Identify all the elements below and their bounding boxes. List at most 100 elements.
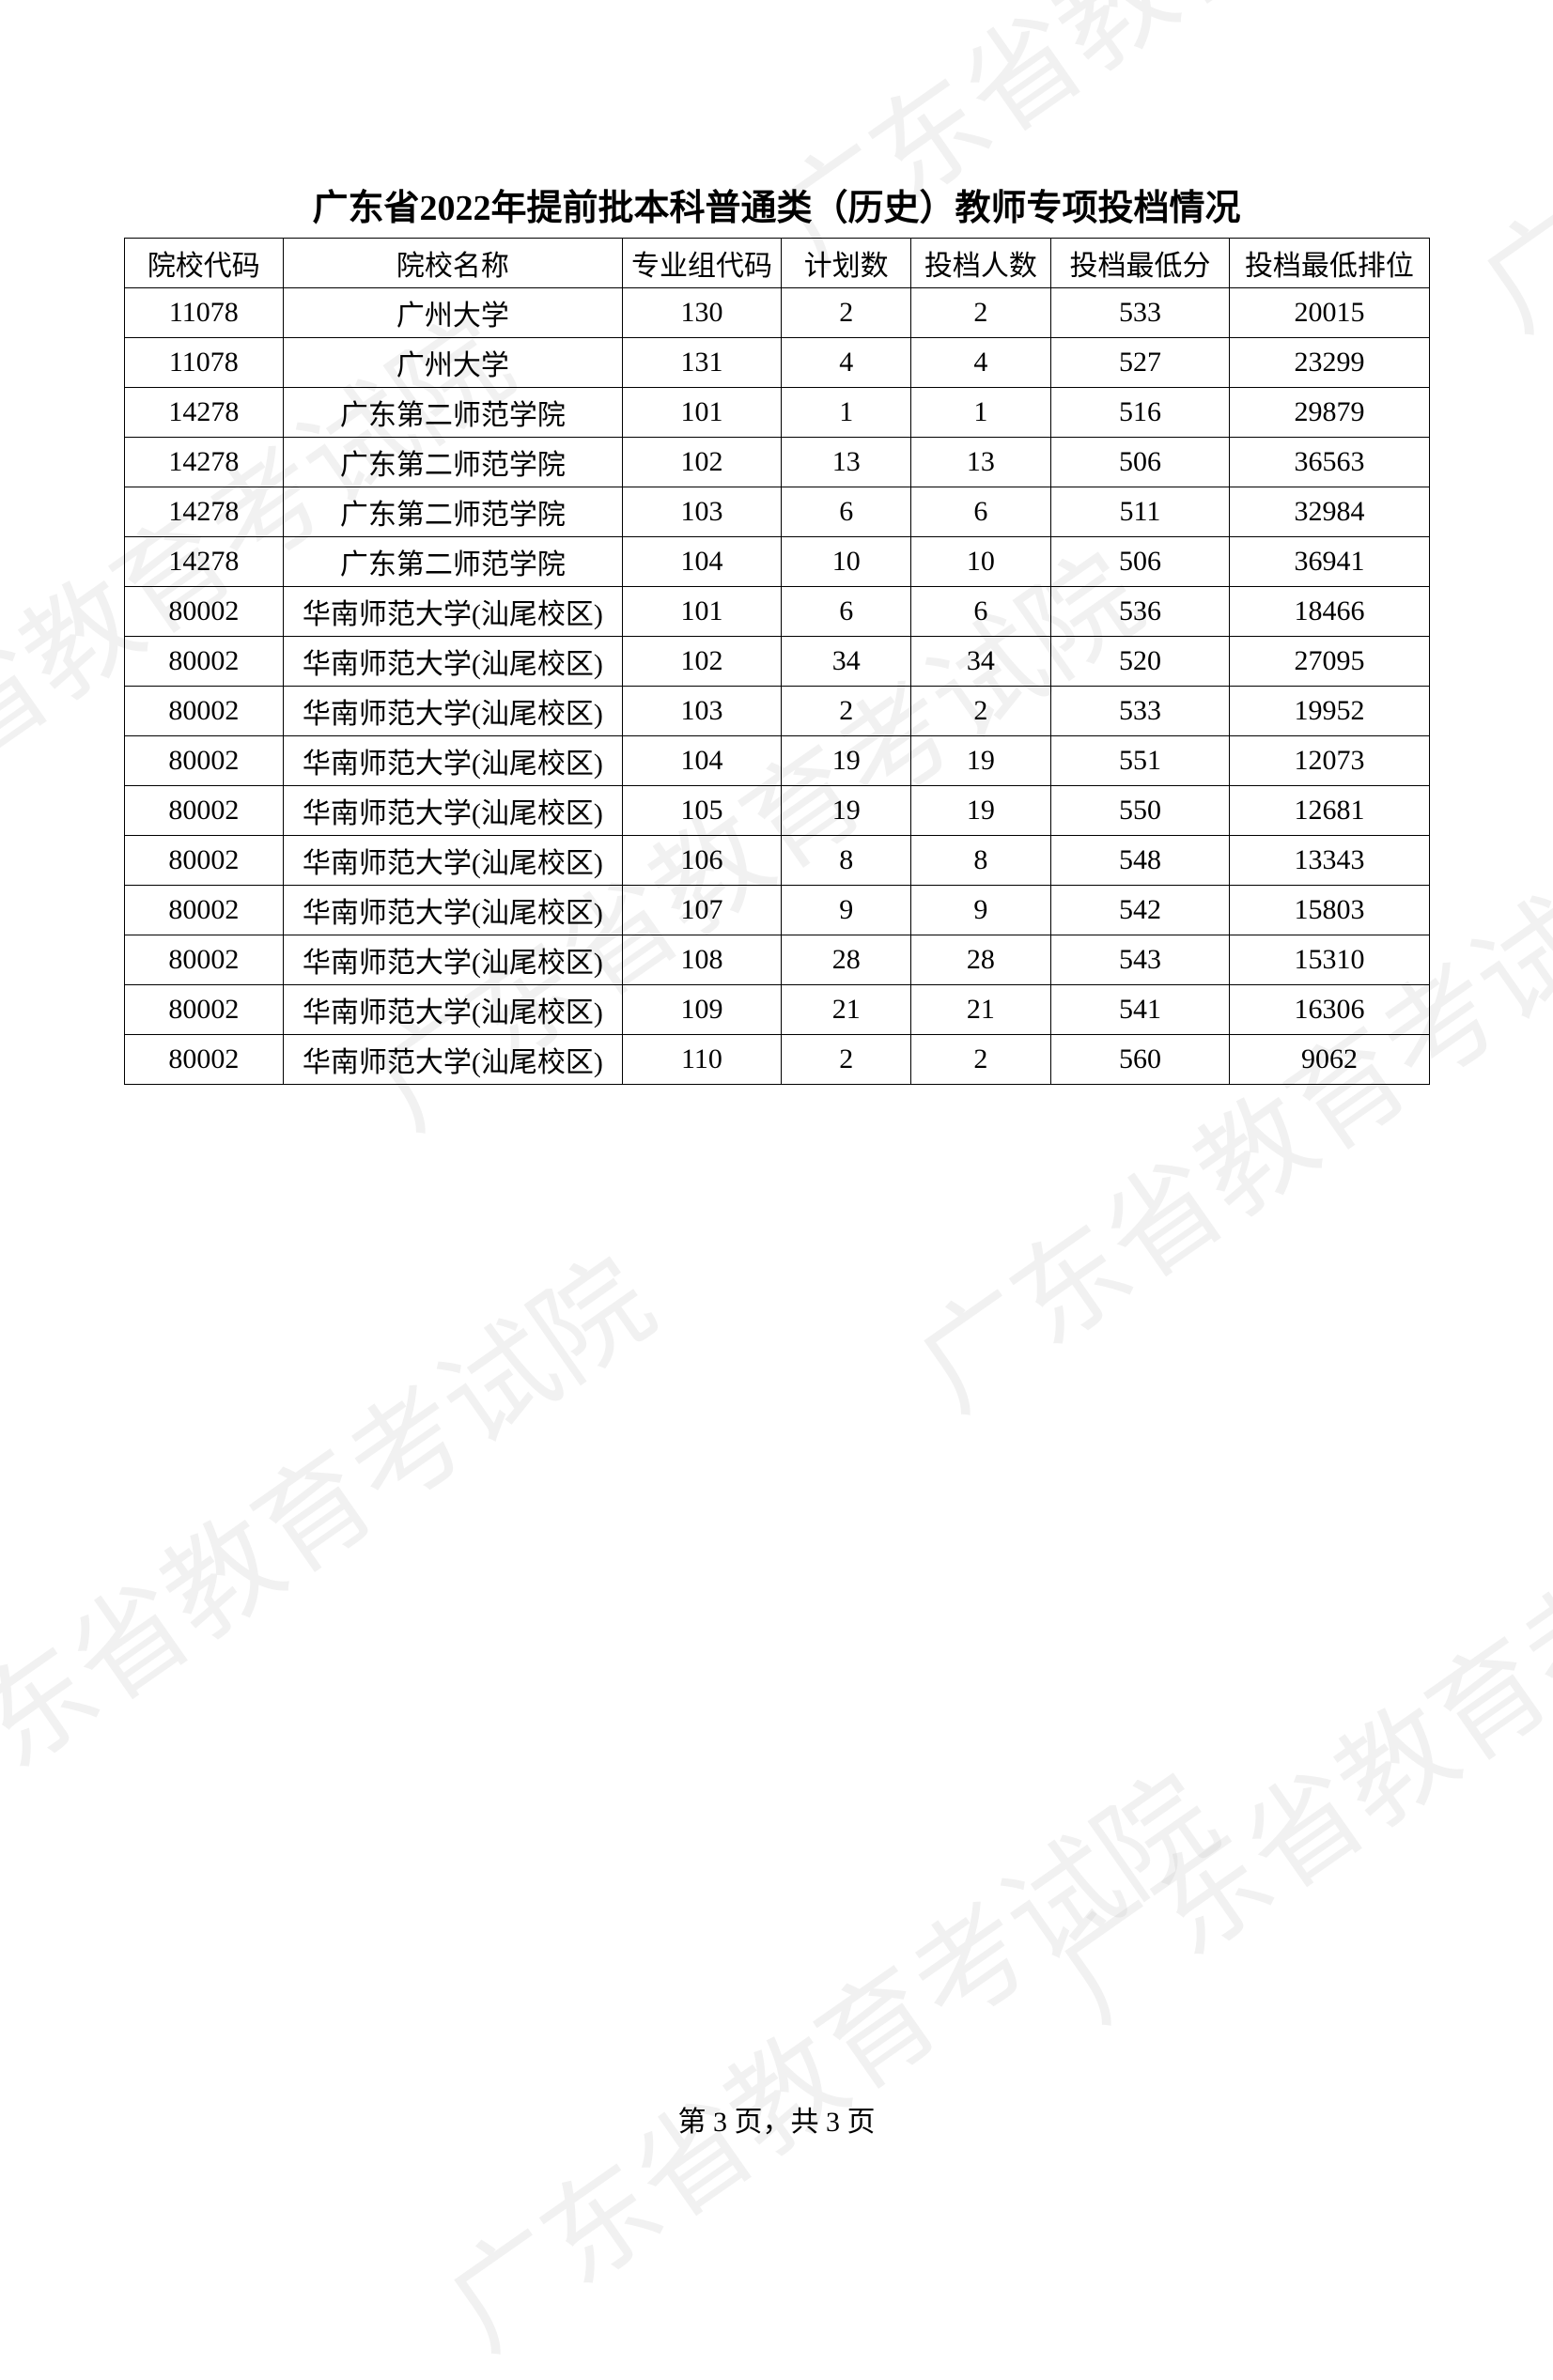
cell-school_code: 14278	[124, 438, 284, 487]
cell-major_group_code: 107	[622, 886, 782, 935]
table-container: 院校代码院校名称专业组代码计划数投档人数投档最低分投档最低排位 11078广州大…	[124, 238, 1430, 1085]
cell-min_score: 511	[1050, 487, 1230, 537]
cell-major_group_code: 105	[622, 786, 782, 836]
cell-school_name: 华南师范大学(汕尾校区)	[284, 1035, 623, 1085]
cell-school_code: 14278	[124, 487, 284, 537]
cell-min_rank: 12073	[1230, 736, 1429, 786]
cell-major_group_code: 103	[622, 687, 782, 736]
admission-table: 院校代码院校名称专业组代码计划数投档人数投档最低分投档最低排位 11078广州大…	[124, 238, 1430, 1085]
cell-min_rank: 36941	[1230, 537, 1429, 587]
cell-plan_count: 9	[782, 886, 911, 935]
table-row: 14278广东第二师范学院1011151629879	[124, 388, 1429, 438]
table-row: 80002华南师范大学(汕尾校区)1068854813343	[124, 836, 1429, 886]
table-row: 80002华南师范大学(汕尾校区)1032253319952	[124, 687, 1429, 736]
cell-plan_count: 4	[782, 338, 911, 388]
cell-min_score: 542	[1050, 886, 1230, 935]
cell-school_name: 华南师范大学(汕尾校区)	[284, 736, 623, 786]
cell-school_code: 11078	[124, 288, 284, 338]
cell-min_score: 527	[1050, 338, 1230, 388]
cell-min_score: 506	[1050, 537, 1230, 587]
cell-school_code: 80002	[124, 786, 284, 836]
cell-min_rank: 16306	[1230, 985, 1429, 1035]
table-row: 80002华南师范大学(汕尾校区)102343452027095	[124, 637, 1429, 687]
cell-admit_count: 21	[911, 985, 1050, 1035]
cell-admit_count: 2	[911, 288, 1050, 338]
cell-school_code: 80002	[124, 1035, 284, 1085]
column-header-admit_count: 投档人数	[911, 239, 1050, 288]
table-row: 11078广州大学1302253320015	[124, 288, 1429, 338]
watermark-text: 广东省教育考试院	[1021, 1399, 1553, 2050]
cell-min_rank: 36563	[1230, 438, 1429, 487]
cell-school_code: 14278	[124, 537, 284, 587]
cell-min_rank: 9062	[1230, 1035, 1429, 1085]
cell-admit_count: 19	[911, 786, 1050, 836]
cell-plan_count: 2	[782, 288, 911, 338]
table-row: 80002华南师范大学(汕尾校区)104191955112073	[124, 736, 1429, 786]
cell-school_code: 80002	[124, 985, 284, 1035]
table-row: 80002华南师范大学(汕尾校区)105191955012681	[124, 786, 1429, 836]
cell-admit_count: 2	[911, 687, 1050, 736]
cell-major_group_code: 106	[622, 836, 782, 886]
cell-min_score: 551	[1050, 736, 1230, 786]
cell-admit_count: 4	[911, 338, 1050, 388]
cell-school_name: 广东第二师范学院	[284, 537, 623, 587]
table-row: 14278广东第二师范学院104101050636941	[124, 537, 1429, 587]
cell-min_score: 506	[1050, 438, 1230, 487]
column-header-major_group_code: 专业组代码	[622, 239, 782, 288]
page-footer: 第 3 页，共 3 页	[0, 2098, 1553, 2140]
cell-plan_count: 19	[782, 736, 911, 786]
cell-school_name: 广东第二师范学院	[284, 388, 623, 438]
cell-plan_count: 28	[782, 935, 911, 985]
column-header-min_rank: 投档最低排位	[1230, 239, 1429, 288]
cell-admit_count: 10	[911, 537, 1050, 587]
cell-plan_count: 1	[782, 388, 911, 438]
cell-major_group_code: 131	[622, 338, 782, 388]
table-row: 80002华南师范大学(汕尾校区)109212154116306	[124, 985, 1429, 1035]
cell-min_score: 550	[1050, 786, 1230, 836]
cell-min_rank: 12681	[1230, 786, 1429, 836]
cell-min_rank: 15310	[1230, 935, 1429, 985]
cell-min_score: 533	[1050, 687, 1230, 736]
cell-major_group_code: 102	[622, 637, 782, 687]
cell-min_score: 548	[1050, 836, 1230, 886]
cell-school_code: 80002	[124, 587, 284, 637]
table-row: 80002华南师范大学(汕尾校区)108282854315310	[124, 935, 1429, 985]
cell-admit_count: 6	[911, 487, 1050, 537]
table-header: 院校代码院校名称专业组代码计划数投档人数投档最低分投档最低排位	[124, 239, 1429, 288]
cell-school_name: 华南师范大学(汕尾校区)	[284, 687, 623, 736]
cell-school_name: 华南师范大学(汕尾校区)	[284, 836, 623, 886]
cell-major_group_code: 101	[622, 587, 782, 637]
cell-min_rank: 13343	[1230, 836, 1429, 886]
cell-min_score: 536	[1050, 587, 1230, 637]
cell-school_name: 广东第二师范学院	[284, 487, 623, 537]
cell-school_code: 11078	[124, 338, 284, 388]
cell-major_group_code: 130	[622, 288, 782, 338]
column-header-school_code: 院校代码	[124, 239, 284, 288]
cell-min_rank: 19952	[1230, 687, 1429, 736]
watermark-text: 广东省教育考试院	[0, 1212, 679, 1862]
page-title: 广东省2022年提前批本科普通类（历史）教师专项投档情况	[0, 178, 1553, 230]
column-header-min_score: 投档最低分	[1050, 239, 1230, 288]
cell-min_rank: 20015	[1230, 288, 1429, 338]
cell-school_name: 华南师范大学(汕尾校区)	[284, 886, 623, 935]
cell-min_rank: 18466	[1230, 587, 1429, 637]
cell-min_rank: 23299	[1230, 338, 1429, 388]
page-content: 广东省2022年提前批本科普通类（历史）教师专项投档情况 院校代码院校名称专业组…	[0, 0, 1553, 1085]
cell-major_group_code: 110	[622, 1035, 782, 1085]
cell-min_rank: 29879	[1230, 388, 1429, 438]
cell-school_code: 80002	[124, 637, 284, 687]
cell-major_group_code: 108	[622, 935, 782, 985]
cell-plan_count: 6	[782, 587, 911, 637]
table-row: 14278广东第二师范学院1036651132984	[124, 487, 1429, 537]
cell-plan_count: 19	[782, 786, 911, 836]
cell-admit_count: 2	[911, 1035, 1050, 1085]
cell-school_code: 80002	[124, 687, 284, 736]
cell-admit_count: 28	[911, 935, 1050, 985]
cell-admit_count: 19	[911, 736, 1050, 786]
cell-min_score: 520	[1050, 637, 1230, 687]
column-header-plan_count: 计划数	[782, 239, 911, 288]
cell-school_code: 80002	[124, 886, 284, 935]
cell-major_group_code: 104	[622, 537, 782, 587]
cell-admit_count: 9	[911, 886, 1050, 935]
cell-major_group_code: 103	[622, 487, 782, 537]
